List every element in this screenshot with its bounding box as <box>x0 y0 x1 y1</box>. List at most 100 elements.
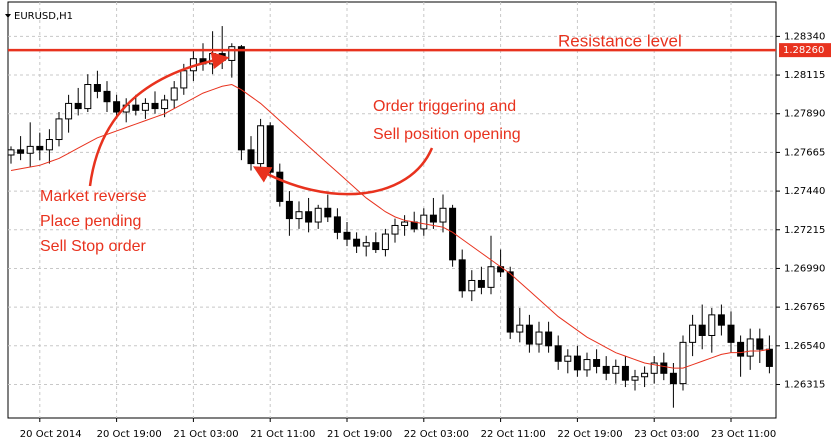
candle-body <box>593 359 601 367</box>
y-tick-label: 1.26540 <box>784 341 825 352</box>
candle-body <box>641 372 649 378</box>
y-tick-label: 1.26765 <box>784 302 825 313</box>
x-tick-label: 22 Oct 19:00 <box>557 429 622 440</box>
candle-body <box>573 355 581 371</box>
candle-body <box>506 271 514 333</box>
y-tick-label: 1.28115 <box>784 70 825 81</box>
candle-body <box>228 46 236 61</box>
candle-body <box>477 279 485 288</box>
candle-body <box>381 233 389 251</box>
candle-body <box>7 149 15 156</box>
candle-body <box>170 87 178 101</box>
annotation: Sell Stop order <box>40 238 147 255</box>
candle-body <box>746 338 754 357</box>
candle-body <box>689 324 697 343</box>
candle-body <box>545 331 553 347</box>
candle-body <box>372 242 380 251</box>
candle-body <box>410 221 418 230</box>
arrow-reverse <box>88 51 230 187</box>
candle-body <box>314 207 322 223</box>
x-tick-label: 21 Oct 19:00 <box>327 429 392 440</box>
candle-body <box>333 216 341 233</box>
plot-frame <box>7 1 777 419</box>
candle-body <box>266 125 274 173</box>
candle-body <box>45 139 53 151</box>
candle-body <box>324 207 332 218</box>
candle-body <box>554 345 562 362</box>
candle-body <box>631 376 639 381</box>
candle-body <box>276 171 284 202</box>
candle-body <box>439 207 447 223</box>
symbol-icon <box>5 14 11 18</box>
candle-body <box>497 266 505 273</box>
x-tick-label: 23 Oct 11:00 <box>711 429 776 440</box>
arrow-trigger <box>252 147 434 196</box>
candle-body <box>717 314 725 326</box>
candle-body <box>17 149 25 154</box>
x-tick-label: 21 Oct 11:00 <box>250 429 315 440</box>
candle-body <box>727 324 735 343</box>
y-tick-label: 1.26315 <box>784 379 825 390</box>
x-tick-label: 22 Oct 11:00 <box>481 429 546 440</box>
candle-body <box>737 341 745 357</box>
candle-body <box>525 324 533 345</box>
x-tick-label: 20 Oct 2014 <box>20 429 82 440</box>
annotation: Order triggering and <box>373 98 516 115</box>
candle-body <box>26 145 34 154</box>
x-tick-label: 22 Oct 03:00 <box>404 429 469 440</box>
candle-body <box>535 331 543 345</box>
y-tick-label: 1.27665 <box>784 147 825 158</box>
y-tick-label: 1.26990 <box>784 263 825 274</box>
y-tick-label: 1.27890 <box>784 109 825 120</box>
y-tick-label: 1.27440 <box>784 186 825 197</box>
candle-body <box>458 259 466 292</box>
resistance-tag <box>779 43 831 58</box>
candle-body <box>756 338 764 350</box>
candle-body <box>237 46 245 151</box>
candle-body <box>583 359 591 371</box>
x-tick-label: 23 Oct 03:00 <box>634 429 699 440</box>
candle-body <box>612 365 620 374</box>
moving-average <box>10 83 770 369</box>
candle-body <box>151 102 159 110</box>
y-tick-label: 1.28340 <box>784 31 825 42</box>
candle-body <box>257 125 265 165</box>
candle-body <box>55 118 63 141</box>
x-tick-label: 21 Oct 03:00 <box>173 429 238 440</box>
candle-body <box>161 99 169 110</box>
candle-body <box>602 365 610 374</box>
candle-body <box>765 348 773 367</box>
candle-body <box>93 84 101 92</box>
candle-body <box>141 102 149 111</box>
candle-body <box>113 101 121 113</box>
candle-body <box>180 70 188 89</box>
resistance-value: 1.28260 <box>783 45 824 56</box>
candle-body <box>669 372 677 385</box>
candle-body <box>487 266 495 288</box>
candle-body <box>305 211 313 223</box>
symbol: EURUSD,H1 <box>14 11 73 22</box>
candle-body <box>429 214 437 223</box>
candle-body <box>103 90 111 103</box>
candle-body <box>698 324 706 336</box>
candle-body <box>468 279 476 292</box>
candle-body <box>343 231 351 240</box>
candle-body <box>36 145 44 151</box>
annotation: Market reverse <box>40 188 147 205</box>
candle-body <box>564 355 572 362</box>
candle-body <box>401 221 409 226</box>
candle-body <box>621 365 629 381</box>
annotation: Place pending <box>40 213 141 230</box>
candle-body <box>295 211 303 220</box>
candle-body <box>708 314 716 336</box>
candle-body <box>660 362 668 374</box>
candle-body <box>65 102 73 120</box>
candle-body <box>420 214 428 230</box>
resistance-label: Resistance level <box>558 32 682 51</box>
annotation: Sell position opening <box>373 126 521 143</box>
candle-body <box>679 341 687 385</box>
y-tick-label: 1.27215 <box>784 225 825 236</box>
candle-body <box>132 104 140 111</box>
candle-body <box>285 200 293 220</box>
